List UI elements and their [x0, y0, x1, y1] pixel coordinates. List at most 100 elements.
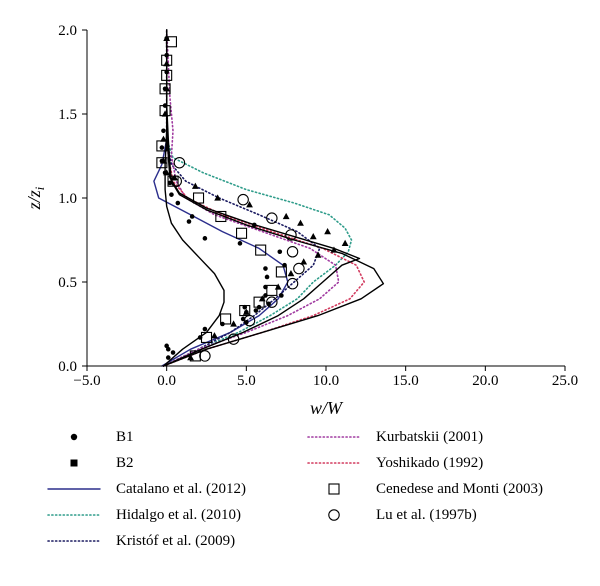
x-axis-label: w/W — [310, 398, 344, 418]
cenedese-and-monti-2003-point — [200, 331, 213, 343]
lu-et-al-1997b-point — [243, 314, 256, 327]
b2-point — [211, 332, 218, 339]
b1-point — [164, 343, 169, 349]
b1-point — [165, 355, 171, 360]
tick-labels: −5.0 0.0 5.0 10.0 15.0 20.0 25.00.00.51.01.52.… — [58, 23, 578, 389]
legend-item: B2 — [46, 452, 134, 474]
axes — [82, 29, 566, 371]
cenedese-and-monti-2003-point — [253, 296, 265, 308]
lu-et-al-1997b-point — [286, 246, 299, 258]
legend-marker — [70, 433, 78, 441]
legend-label: B1 — [116, 428, 134, 445]
x-tick-label: 15.0 — [393, 373, 419, 389]
y-tick-label: 1.5 — [58, 107, 77, 123]
cenedese-and-monti-2003-point — [192, 192, 205, 204]
legend-symbol — [47, 514, 101, 516]
b2-point — [287, 270, 295, 277]
lu-et-al-1997b-point — [237, 193, 249, 206]
legend-label: Kurbatskii (2001) — [376, 428, 484, 445]
cenedese-and-monti-2003-point — [239, 305, 251, 317]
legend-item: Kurbatskii (2001) — [306, 426, 483, 448]
lu-et-al-1997b-point — [227, 333, 240, 345]
legend-label: B2 — [116, 454, 134, 471]
cenedese-and-monti-2003-point — [255, 244, 267, 256]
series-line-profile-6 — [162, 29, 361, 367]
b1-point — [253, 308, 259, 313]
b2-point — [242, 308, 250, 315]
y-tick-label: 1.0 — [58, 191, 77, 207]
x-tick-label: 25.0 — [552, 373, 578, 389]
series-line-profile-5 — [162, 29, 385, 367]
lu-et-al-1997b-point — [293, 262, 305, 275]
b2-point — [324, 228, 331, 235]
legend-item: Yoshikado (1992) — [306, 452, 483, 474]
x-tick-label: 10.0 — [313, 373, 339, 389]
b1-point — [264, 274, 270, 280]
b1-point — [186, 219, 192, 224]
legend-marker — [70, 459, 78, 467]
legend-symbol — [307, 436, 361, 438]
b1-point — [237, 241, 243, 246]
legend-symbol — [328, 483, 340, 495]
y-tick-label: 0.5 — [58, 275, 77, 291]
b2-point — [297, 219, 304, 226]
y-axis-label: z/zi — [24, 186, 47, 210]
cenedese-and-monti-2003-point — [189, 350, 201, 362]
legend-symbol — [47, 488, 101, 490]
cenedese-and-monti-2003-point — [165, 36, 177, 48]
cenedese-and-monti-2003-point — [161, 54, 173, 66]
b2-point — [274, 283, 282, 290]
y-tick-label: 0.0 — [58, 359, 77, 375]
legend-label: Cenedese and Monti (2003) — [376, 480, 544, 497]
legend-item: Hidalgo et al. (2010) — [46, 504, 241, 526]
x-tick-label: 0.0 — [157, 373, 176, 389]
cenedese-and-monti-2003-point — [159, 83, 171, 95]
b2-point — [309, 233, 317, 240]
legend-symbol — [328, 509, 340, 521]
b1-point — [277, 249, 283, 255]
b2-point — [300, 258, 308, 265]
b2-point — [163, 169, 171, 176]
legend-label: Hidalgo et al. (2010) — [116, 506, 241, 523]
b2-point — [160, 135, 167, 142]
b2-point — [214, 194, 222, 201]
b2-point — [191, 182, 199, 189]
series-line-yoshikado-1992 — [162, 29, 365, 367]
b2-point — [163, 85, 171, 92]
x-tick-label: −5.0 — [73, 373, 100, 389]
b1-point — [159, 145, 165, 150]
b1-point — [252, 222, 257, 228]
cenedese-and-monti-2003-point — [236, 227, 248, 239]
b2-point — [341, 239, 349, 246]
legend-symbol — [70, 433, 78, 441]
legend-label: Catalano et al. (2012) — [116, 480, 246, 497]
legend-item: B1 — [46, 426, 134, 448]
b1-point — [161, 128, 166, 134]
cenedese-and-monti-2003-point — [167, 175, 179, 187]
series-line-profile-7 — [162, 29, 225, 367]
b1-point — [169, 192, 174, 197]
b2-point — [161, 110, 169, 117]
series-markers — [156, 34, 349, 362]
series-line-kurbatskii-2001 — [162, 29, 340, 367]
x-tick-label: 5.0 — [237, 373, 256, 389]
b1-point — [175, 200, 181, 206]
b1-point — [282, 262, 287, 268]
b1-point — [202, 236, 208, 241]
legend-label: Kristóf et al. (2009) — [116, 532, 236, 549]
b2-point — [230, 320, 237, 327]
legend-item: Lu et al. (1997b) — [306, 504, 477, 526]
lu-et-al-1997b-point — [170, 175, 182, 187]
b2-point — [246, 201, 253, 208]
cenedese-and-monti-2003-point — [159, 105, 171, 117]
cenedese-and-monti-2003-point — [161, 69, 173, 81]
b1-point — [170, 350, 176, 355]
cenedese-and-monti-2003-point — [275, 266, 287, 278]
b1-point — [202, 326, 208, 332]
b2-point — [163, 60, 171, 67]
y-tick-label: 2.0 — [58, 23, 77, 39]
b1-point — [189, 214, 195, 219]
lu-et-al-1997b-point — [266, 296, 278, 308]
cenedese-and-monti-2003-point — [220, 313, 232, 325]
series-line-hidalgo-et-al-2010 — [162, 29, 353, 367]
